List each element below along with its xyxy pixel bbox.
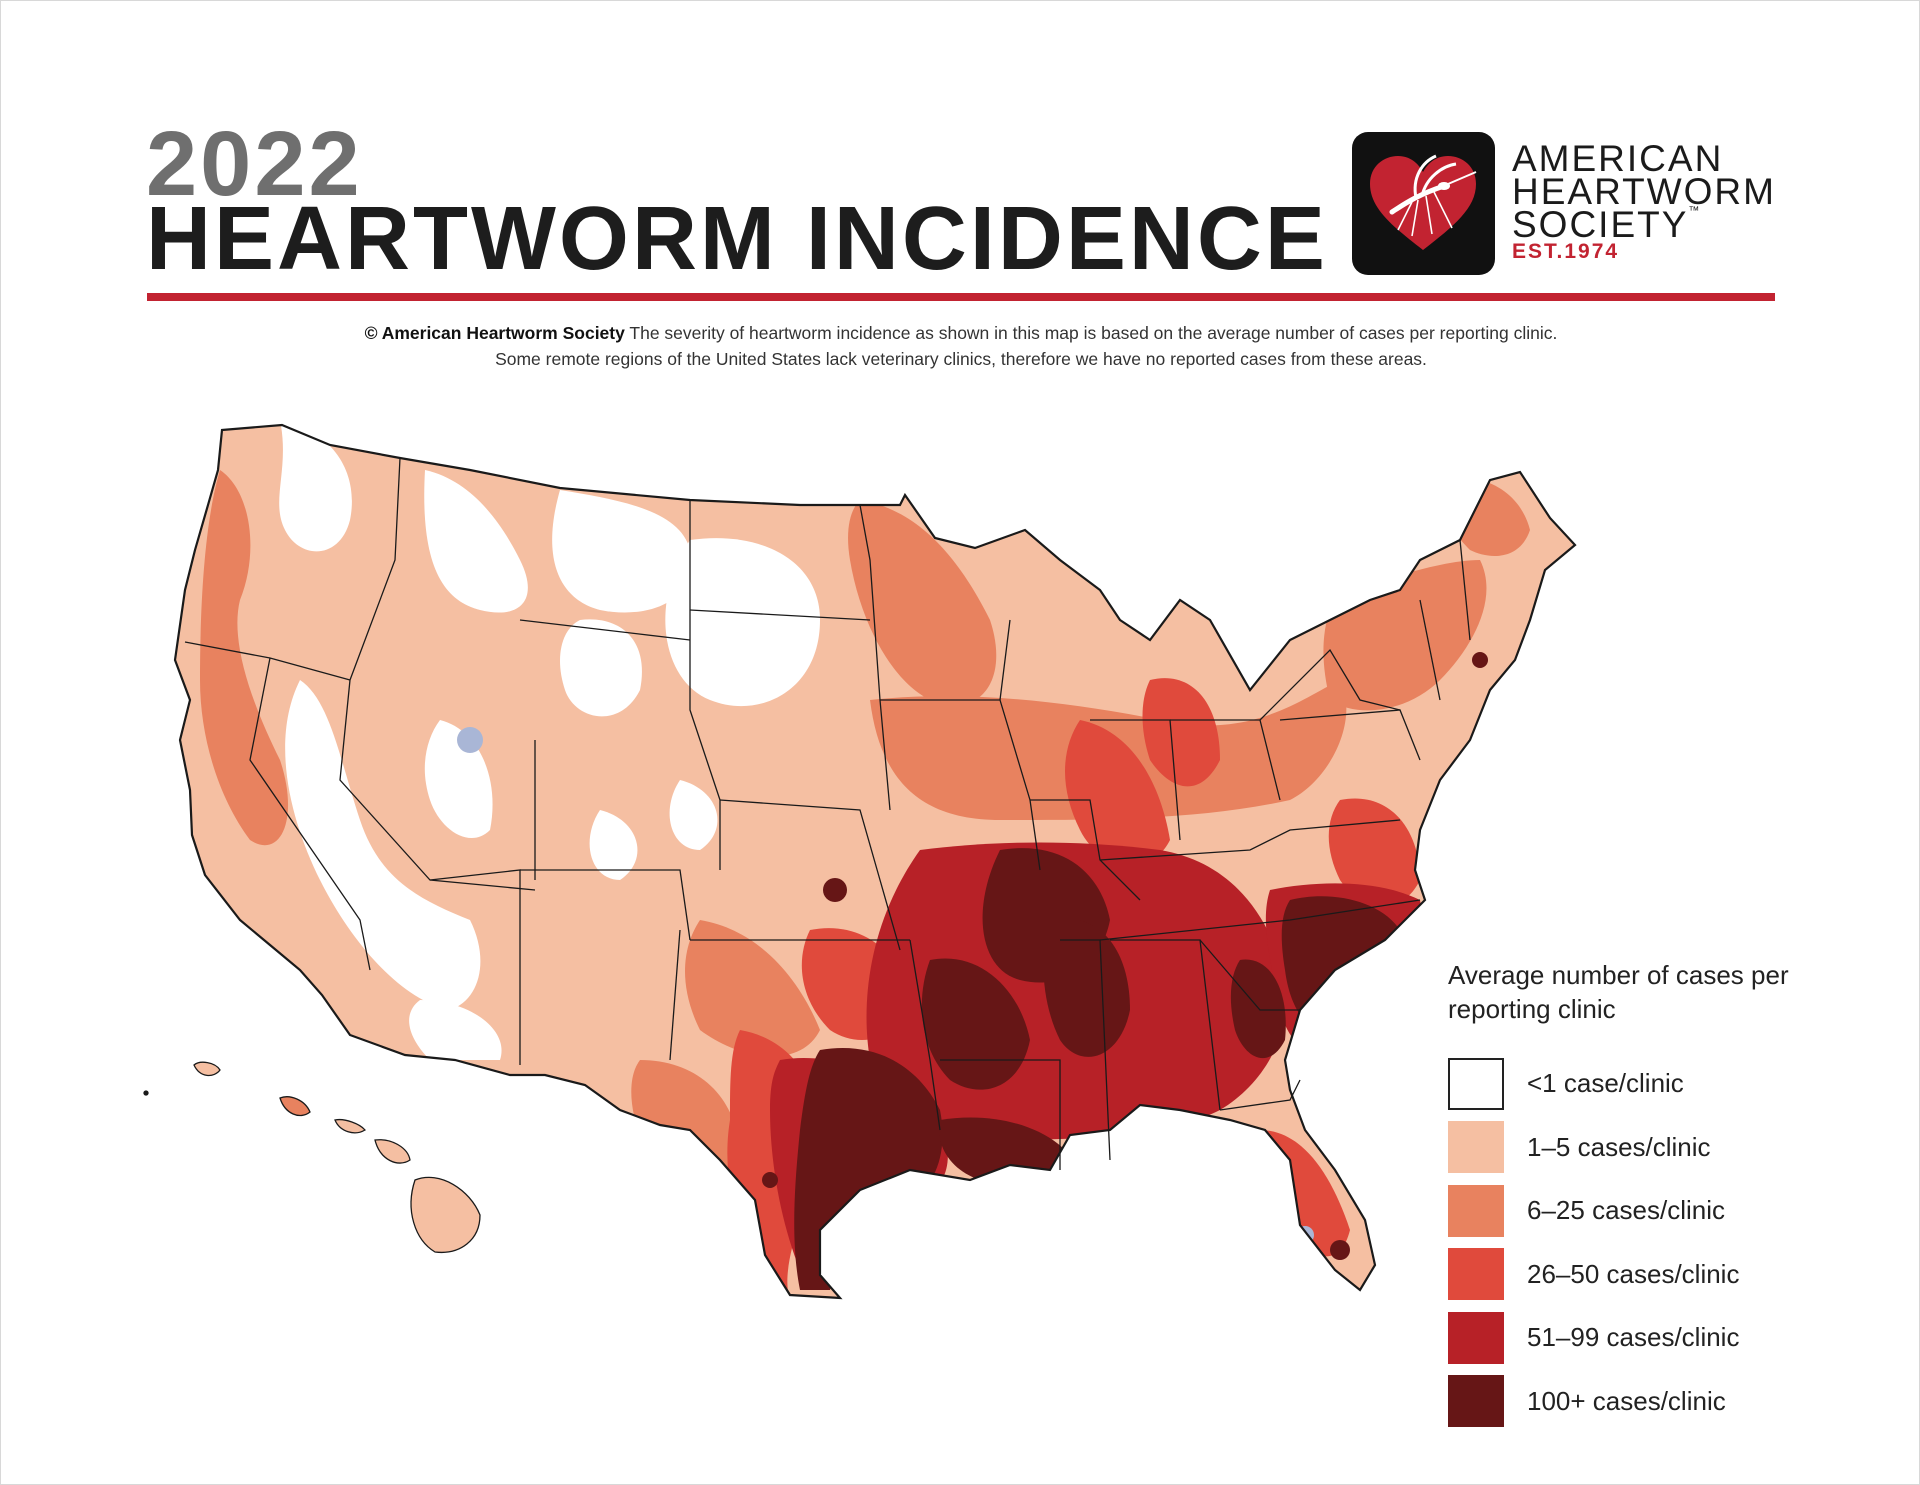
region-no-data-wy bbox=[560, 619, 642, 717]
region-no-data-mt-central bbox=[552, 490, 692, 613]
hawaii-niihau bbox=[143, 1090, 149, 1096]
legend-label: 26–50 cases/clinic bbox=[1527, 1258, 1740, 1289]
heart-mosquito-icon bbox=[1370, 154, 1477, 250]
legend-label: 51–99 cases/clinic bbox=[1527, 1322, 1740, 1353]
trademark-mark: ™ bbox=[1688, 205, 1700, 217]
legend-swatch bbox=[1448, 1375, 1504, 1428]
logo-badge bbox=[1352, 132, 1495, 275]
region-no-data-sd bbox=[665, 538, 820, 707]
region-no-data-co bbox=[589, 810, 638, 880]
logo-line-1: AMERICAN bbox=[1512, 138, 1724, 179]
hawaii-big-island bbox=[410, 1176, 481, 1253]
title-year: 2022 bbox=[146, 113, 363, 215]
region-no-data-ne bbox=[669, 780, 718, 850]
no-data-marker-ut bbox=[457, 727, 483, 753]
logo-line-3: SOCIETY™ bbox=[1512, 205, 1776, 244]
legend-swatch bbox=[1448, 1057, 1504, 1110]
legend-label: 100+ cases/clinic bbox=[1527, 1385, 1726, 1416]
copyright-owner: © American Heartworm Society bbox=[364, 323, 625, 343]
legend-title: Average number of cases per reporting cl… bbox=[1448, 960, 1789, 1024]
state-borders bbox=[184, 457, 1471, 1170]
legend-item-4: 26–50 cases/clinic bbox=[1448, 1243, 1888, 1307]
legend-label: 6–25 cases/clinic bbox=[1527, 1195, 1725, 1226]
region-high-va bbox=[1328, 798, 1420, 907]
region-no-data-nv bbox=[285, 680, 481, 1010]
hawaii-maui bbox=[374, 1139, 411, 1164]
legend-item-5: 51–99 cases/clinic bbox=[1448, 1306, 1888, 1370]
hotspot-al bbox=[1116, 1166, 1144, 1194]
hawaii-kauai bbox=[193, 1061, 221, 1077]
caption-text-1: The severity of heartworm incidence as s… bbox=[629, 323, 1558, 343]
legend-swatch bbox=[1448, 1311, 1504, 1364]
hawaii bbox=[143, 1061, 481, 1253]
caption-line-2: Some remote regions of the United States… bbox=[495, 349, 1427, 369]
region-no-data-wa bbox=[279, 425, 352, 552]
legend-item-6: 100+ cases/clinic bbox=[1448, 1370, 1888, 1434]
legend-items: <1 case/clinic 1–5 cases/clinic 6–25 cas… bbox=[1448, 1052, 1888, 1433]
region-extreme-ar bbox=[921, 958, 1030, 1090]
logo-established: EST.1974 bbox=[1512, 240, 1620, 263]
legend-label: <1 case/clinic bbox=[1527, 1068, 1684, 1099]
region-no-data-mt-west bbox=[424, 470, 528, 613]
region-extreme-tx-la bbox=[794, 1048, 943, 1290]
region-extreme-ms bbox=[1043, 918, 1130, 1057]
legend-swatch bbox=[1448, 1121, 1504, 1174]
legend-item-1: <1 case/clinic bbox=[1448, 1052, 1888, 1116]
page-title: HEARTWORM INCIDENCE bbox=[146, 189, 1328, 289]
logo-line-2: HEARTWORM bbox=[1512, 171, 1776, 212]
region-no-data-az bbox=[409, 1000, 502, 1060]
hotspot-ks bbox=[823, 878, 847, 902]
hotspot-ma bbox=[1472, 652, 1488, 668]
hawaii-oahu bbox=[279, 1096, 311, 1117]
incidence-regions bbox=[175, 425, 1575, 1298]
region-high-in-il bbox=[1065, 720, 1170, 866]
map-caption: © American Heartworm Society The severit… bbox=[147, 320, 1775, 372]
legend-item-2: 1–5 cases/clinic bbox=[1448, 1116, 1888, 1180]
legend-item-3: 6–25 cases/clinic bbox=[1448, 1179, 1888, 1243]
legend-label: 1–5 cases/clinic bbox=[1527, 1131, 1711, 1162]
region-mid-ca bbox=[200, 470, 289, 846]
header-rule bbox=[147, 293, 1775, 301]
map-legend: Average number of cases per reporting cl… bbox=[1448, 958, 1888, 1433]
legend-swatch bbox=[1448, 1184, 1504, 1237]
region-high-mi bbox=[1142, 678, 1220, 787]
region-mid-ok bbox=[685, 920, 820, 1057]
caption-line-1: © American Heartworm Society The severit… bbox=[147, 320, 1775, 346]
hotspot-tx bbox=[762, 1172, 778, 1188]
hawaii-molokai bbox=[334, 1118, 366, 1134]
logo-wordmark: AMERICAN HEARTWORM SOCIETY™ EST.1974 bbox=[1512, 140, 1776, 262]
legend-swatch bbox=[1448, 1248, 1504, 1301]
hotspot-fl bbox=[1330, 1240, 1350, 1260]
logo-society: SOCIETY bbox=[1512, 204, 1689, 245]
region-mid-mn-wi bbox=[848, 500, 997, 706]
